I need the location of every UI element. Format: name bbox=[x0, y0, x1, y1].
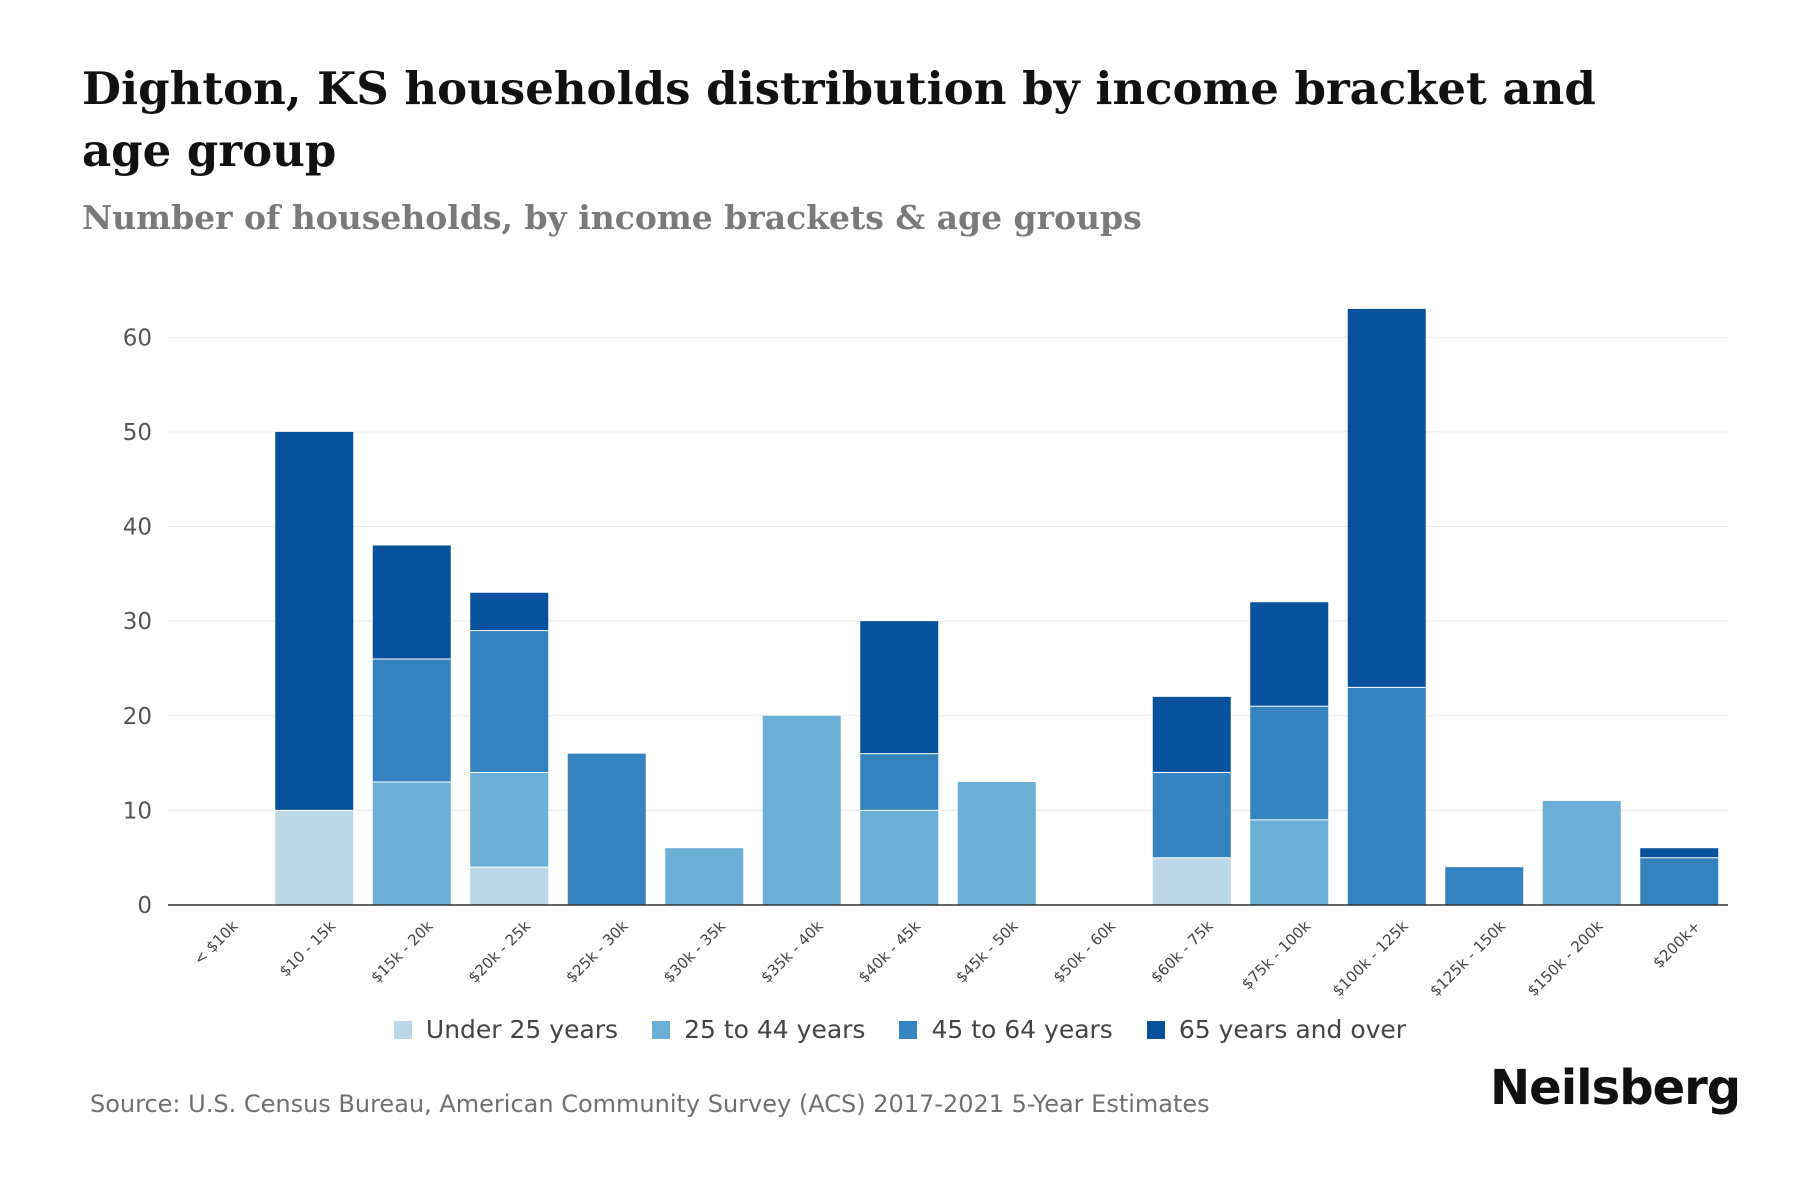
y-tick-label: 20 bbox=[123, 704, 152, 730]
bar-segment-3-3[interactable]: $20k - 25k — 65 years and over: 4 bbox=[470, 592, 549, 631]
bar-segment-1-0[interactable]: $10 - 15k — Under 25 years: 10 bbox=[275, 810, 354, 905]
x-tick-label: $40k - 45k bbox=[855, 917, 925, 987]
x-tick-label: $60k - 75k bbox=[1147, 917, 1217, 987]
y-axis-ticks: 0 10 20 30 40 50 60 bbox=[123, 325, 152, 919]
x-tick-label: $15k - 20k bbox=[367, 917, 437, 987]
legend-label-25-44: 25 to 44 years bbox=[684, 1015, 866, 1044]
bar-segment-11-2[interactable]: $75k - 100k — 45 to 64 years: 12 bbox=[1250, 706, 1329, 820]
legend-item-25-44[interactable]: 25 to 44 years bbox=[652, 1015, 865, 1044]
bar-segment-11-3[interactable]: $75k - 100k — 65 years and over: 11 bbox=[1250, 602, 1329, 707]
bar-segment-10-3[interactable]: $60k - 75k — 65 years and over: 8 bbox=[1152, 696, 1231, 773]
x-tick-label: $200k+ bbox=[1649, 917, 1704, 972]
bar-segment-15-2[interactable]: $200k+ — 45 to 64 years: 5 bbox=[1640, 857, 1719, 905]
chart-subtitle: Number of households, by income brackets… bbox=[82, 198, 1142, 237]
x-tick-label: $20k - 25k bbox=[465, 917, 535, 987]
x-tick-label: $25k - 30k bbox=[562, 917, 632, 987]
x-tick-label: $125k - 150k bbox=[1426, 917, 1509, 1000]
bar-segment-1-3[interactable]: $10 - 15k — 65 years and over: 40 bbox=[275, 431, 354, 811]
chart-title: Dighton, KS households distribution by i… bbox=[82, 62, 1596, 177]
bar-segment-4-2[interactable]: $25k - 30k — 45 to 64 years: 16 bbox=[567, 753, 646, 905]
x-tick-label: $150k - 200k bbox=[1524, 917, 1607, 1000]
bar-segment-12-2[interactable]: $100k - 125k — 45 to 64 years: 23 bbox=[1347, 687, 1426, 905]
bar-segment-2-3[interactable]: $15k - 20k — 65 years and over: 12 bbox=[372, 545, 451, 659]
bar-segment-7-3[interactable]: $40k - 45k — 65 years and over: 14 bbox=[860, 621, 939, 754]
bar-segment-7-2[interactable]: $40k - 45k — 45 to 64 years: 6 bbox=[860, 753, 939, 811]
legend-label-45-64: 45 to 64 years bbox=[931, 1015, 1113, 1044]
y-tick-label: 0 bbox=[137, 893, 152, 919]
legend-item-under-25[interactable]: Under 25 years bbox=[393, 1015, 619, 1044]
x-tick-label: $35k - 40k bbox=[757, 917, 827, 987]
bar-segment-11-1[interactable]: $75k - 100k — 25 to 44 years: 9 bbox=[1250, 819, 1329, 905]
x-tick-label: $50k - 60k bbox=[1050, 917, 1120, 987]
bar-segment-10-0[interactable]: $60k - 75k — Under 25 years: 5 bbox=[1152, 857, 1231, 905]
legend-swatch-45-64 bbox=[899, 1020, 918, 1039]
bar-segment-14-1[interactable]: $150k - 200k — 25 to 44 years: 11 bbox=[1542, 800, 1621, 905]
bar-segment-8-1[interactable]: $45k - 50k — 25 to 44 years: 13 bbox=[957, 782, 1036, 905]
legend-item-45-64[interactable]: 45 to 64 years bbox=[899, 1015, 1113, 1044]
legend: Under 25 years 25 to 44 years 45 to 64 y… bbox=[0, 1015, 1800, 1044]
x-tick-label: $75k - 100k bbox=[1238, 917, 1314, 993]
bar-segment-7-1[interactable]: $40k - 45k — 25 to 44 years: 10 bbox=[860, 810, 939, 905]
y-tick-label: 10 bbox=[123, 798, 152, 824]
x-tick-label: $45k - 50k bbox=[952, 917, 1022, 987]
bar-segment-10-2[interactable]: $60k - 75k — 45 to 64 years: 9 bbox=[1152, 772, 1231, 858]
y-tick-label: 40 bbox=[123, 515, 152, 541]
legend-label-65-over: 65 years and over bbox=[1178, 1015, 1407, 1044]
source-note: Source: U.S. Census Bureau, American Com… bbox=[90, 1090, 1210, 1118]
legend-swatch-under-25 bbox=[393, 1020, 412, 1039]
x-tick-label: < $10k bbox=[190, 917, 242, 969]
y-tick-label: 50 bbox=[123, 420, 152, 446]
x-tick-label: $100k - 125k bbox=[1329, 917, 1412, 1000]
legend-item-65-over[interactable]: 65 years and over bbox=[1146, 1015, 1407, 1044]
stacked-bar-chart: 0 10 20 30 40 50 60 $10 - 15k — Under 25 years… bbox=[123, 308, 1728, 1000]
x-tick-label: $30k - 35k bbox=[660, 917, 730, 987]
bar-segment-13-2[interactable]: $125k - 150k — 45 to 64 years: 4 bbox=[1445, 867, 1524, 905]
x-axis-ticks: < $10k $10 - 15k $15k - 20k $20k - 25k $25k … bbox=[190, 917, 1704, 1000]
bar-segment-6-1[interactable]: $35k - 40k — 25 to 44 years: 20 bbox=[762, 715, 841, 905]
y-tick-label: 30 bbox=[123, 609, 152, 635]
legend-swatch-65-over bbox=[1146, 1020, 1165, 1039]
bar-segment-5-1[interactable]: $30k - 35k — 25 to 44 years: 6 bbox=[665, 848, 744, 905]
bar-segment-3-0[interactable]: $20k - 25k — Under 25 years: 4 bbox=[470, 867, 549, 905]
bar-segment-3-1[interactable]: $20k - 25k — 25 to 44 years: 10 bbox=[470, 772, 549, 868]
brand-logo: Neilsberg bbox=[1490, 1060, 1741, 1116]
bar-segment-2-1[interactable]: $15k - 20k — 25 to 44 years: 13 bbox=[372, 782, 451, 905]
bar-segment-2-2[interactable]: $15k - 20k — 45 to 64 years: 13 bbox=[372, 659, 451, 782]
bar-segment-12-3[interactable]: $100k - 125k — 65 years and over: 40 bbox=[1347, 308, 1426, 688]
y-tick-label: 60 bbox=[123, 325, 152, 351]
x-tick-label: $10 - 15k bbox=[276, 917, 339, 980]
bars: $10 - 15k — Under 25 years: 10$10 - 15k … bbox=[275, 308, 1719, 905]
bar-segment-3-2[interactable]: $20k - 25k — 45 to 64 years: 15 bbox=[470, 630, 549, 773]
legend-swatch-25-44 bbox=[652, 1020, 671, 1039]
legend-label-under-25: Under 25 years bbox=[425, 1015, 619, 1044]
bar-segment-15-3[interactable]: $200k+ — 65 years and over: 1 bbox=[1640, 848, 1719, 858]
